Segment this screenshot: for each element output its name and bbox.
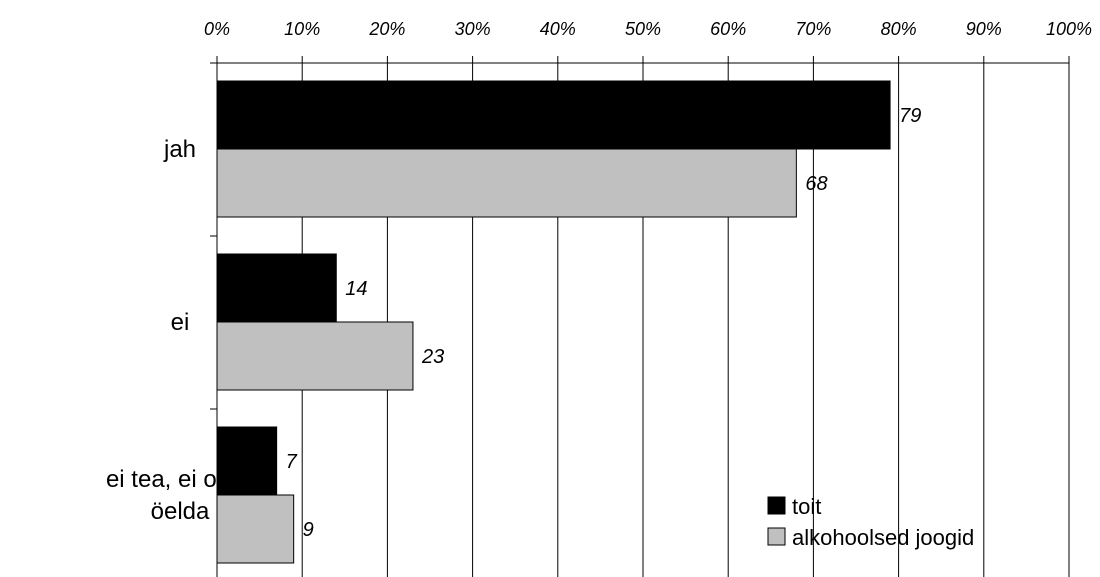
x-tick-label: 60% [710, 19, 746, 39]
bar [216, 80, 891, 150]
x-tick-label: 100% [1046, 19, 1092, 39]
x-tick-label: 40% [540, 19, 576, 39]
category-label-line: ei [171, 309, 190, 336]
bar [216, 253, 337, 323]
bars [216, 80, 891, 564]
data-label: 23 [421, 346, 444, 368]
x-tick-label: 70% [795, 19, 831, 39]
x-tick-label: 80% [881, 19, 917, 39]
legend-swatch [767, 496, 786, 515]
bar [216, 494, 295, 564]
data-label: 68 [805, 173, 827, 195]
x-tick-label: 0% [204, 19, 230, 39]
data-label: 7 [286, 451, 298, 473]
category-label: jah [163, 136, 196, 163]
category-label-line: ei tea, ei oska [106, 466, 255, 493]
x-tick-label: 30% [455, 19, 491, 39]
x-tick-label: 20% [368, 19, 405, 39]
x-tick-labels: 0% 10% 20% 30% 40% 50% 60% 70% 80% 90% 100% [204, 19, 1092, 39]
bar [216, 321, 414, 391]
category-labels: jah ei ei tea, ei oska öelda [106, 136, 255, 525]
legend-label: alkohoolsed joogid [792, 525, 974, 550]
bar [216, 148, 797, 218]
legend-label: toit [792, 494, 821, 519]
category-label: ei tea, ei oska öelda [106, 466, 255, 525]
x-tick-label: 90% [966, 19, 1002, 39]
legend: toit alkohoolsed joogid [767, 494, 974, 550]
x-tick-label: 10% [284, 19, 320, 39]
category-label: ei [171, 309, 190, 336]
category-label-line: jah [163, 136, 196, 163]
bar [216, 426, 278, 496]
data-label: 79 [899, 105, 921, 127]
axes [210, 56, 1070, 577]
category-label-line: öelda [151, 498, 210, 525]
legend-swatch [767, 527, 786, 546]
data-label: 9 [303, 519, 314, 541]
x-tick-label: 50% [625, 19, 661, 39]
data-label: 14 [345, 278, 367, 300]
